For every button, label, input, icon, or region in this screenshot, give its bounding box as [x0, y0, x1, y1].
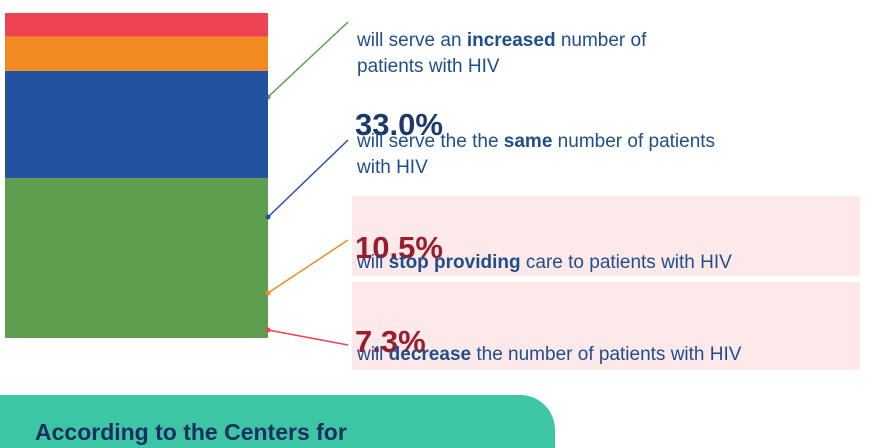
bar-segment	[5, 70, 268, 179]
description-part: patients with HIV	[357, 56, 500, 77]
description-part: care to patients with HIV	[521, 252, 733, 273]
description-part: increased	[467, 30, 556, 51]
description-part: number of patients	[552, 131, 715, 152]
description-part: the number of patients with HIV	[471, 344, 742, 365]
description-part: will serve the the	[356, 131, 504, 152]
description-part: decrease	[389, 344, 471, 365]
description: with HIV	[356, 157, 428, 178]
connector	[267, 21, 349, 98]
connector	[267, 329, 349, 346]
highlight-box	[352, 196, 860, 276]
footer-text: According to the Centers for	[35, 419, 347, 445]
description-part: number of	[556, 30, 648, 51]
description: patients with HIV	[357, 56, 500, 77]
value-label: 33.0%	[355, 107, 443, 142]
description-part: will	[356, 252, 389, 273]
description-part: will	[356, 344, 389, 365]
value-label: 7.3%	[355, 324, 426, 359]
description-part: same	[504, 131, 553, 152]
description-part: stop providing	[389, 252, 521, 273]
connector	[267, 239, 349, 294]
description: will serve the the same number of patien…	[356, 131, 715, 152]
description: will stop providing care to patients wit…	[356, 252, 732, 273]
connector	[267, 139, 349, 218]
highlight-box	[352, 282, 860, 370]
connector-dot	[265, 290, 271, 296]
bar-segment	[5, 13, 268, 37]
description-part: with HIV	[356, 157, 428, 178]
description: will decrease the number of patients wit…	[356, 344, 742, 365]
bar-segment	[5, 178, 268, 338]
connector-dot	[265, 214, 271, 220]
description: will serve an increased number of	[356, 30, 647, 51]
footer-box	[0, 395, 555, 448]
bar-segment	[5, 36, 268, 71]
value-label: 10.5%	[355, 230, 443, 265]
description-part: will serve an	[356, 30, 467, 51]
connector-dot	[265, 327, 271, 333]
